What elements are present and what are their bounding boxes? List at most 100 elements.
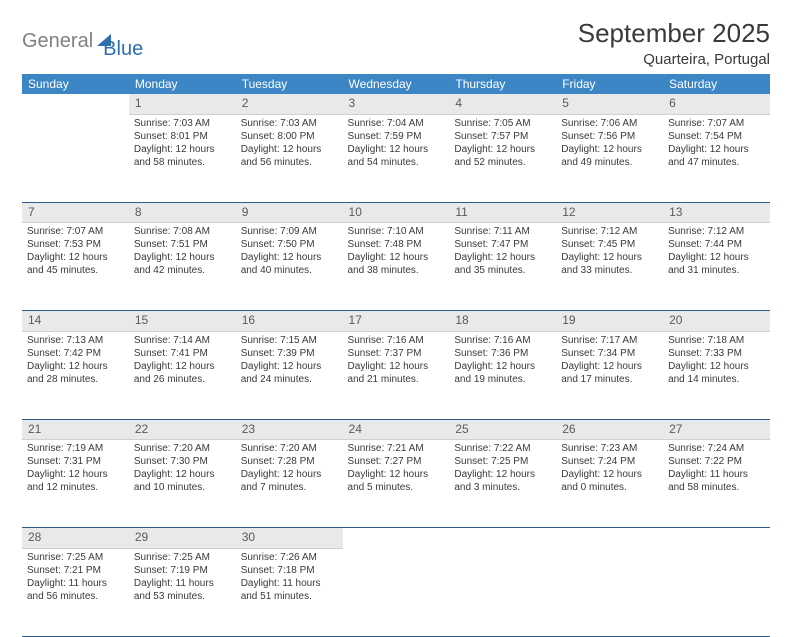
sunrise-text: Sunrise: 7:07 AM bbox=[668, 117, 765, 130]
sunrise-text: Sunrise: 7:20 AM bbox=[134, 442, 231, 455]
sunset-text: Sunset: 7:30 PM bbox=[134, 455, 231, 468]
day-cell: Sunrise: 7:20 AMSunset: 7:28 PMDaylight:… bbox=[236, 440, 343, 528]
day-number: 16 bbox=[236, 311, 343, 331]
daylight-text: Daylight: 12 hours and 35 minutes. bbox=[454, 251, 551, 277]
weekday-header: Sunday bbox=[22, 74, 129, 94]
day-cell: Sunrise: 7:10 AMSunset: 7:48 PMDaylight:… bbox=[343, 223, 450, 311]
sunrise-text: Sunrise: 7:21 AM bbox=[348, 442, 445, 455]
daylight-text: Daylight: 11 hours and 58 minutes. bbox=[668, 468, 765, 494]
sunset-text: Sunset: 7:21 PM bbox=[27, 564, 124, 577]
day-cell: Sunrise: 7:20 AMSunset: 7:30 PMDaylight:… bbox=[129, 440, 236, 528]
sunset-text: Sunset: 7:27 PM bbox=[348, 455, 445, 468]
sunrise-text: Sunrise: 7:05 AM bbox=[454, 117, 551, 130]
day-cell: Sunrise: 7:12 AMSunset: 7:45 PMDaylight:… bbox=[556, 223, 663, 311]
sunset-text: Sunset: 7:36 PM bbox=[454, 347, 551, 360]
sunrise-text: Sunrise: 7:19 AM bbox=[27, 442, 124, 455]
day-number: 19 bbox=[556, 311, 663, 331]
logo-text-gray: General bbox=[22, 30, 93, 53]
daylight-text: Daylight: 11 hours and 56 minutes. bbox=[27, 577, 124, 603]
sunset-text: Sunset: 7:19 PM bbox=[134, 564, 231, 577]
day-cell: Sunrise: 7:04 AMSunset: 7:59 PMDaylight:… bbox=[343, 114, 450, 202]
day-number: 6 bbox=[663, 94, 770, 114]
daylight-text: Daylight: 12 hours and 10 minutes. bbox=[134, 468, 231, 494]
sunrise-text: Sunrise: 7:12 AM bbox=[561, 225, 658, 238]
day-number: 25 bbox=[449, 420, 556, 440]
day-cell bbox=[22, 114, 129, 202]
sunrise-text: Sunrise: 7:25 AM bbox=[134, 551, 231, 564]
sunset-text: Sunset: 7:59 PM bbox=[348, 130, 445, 143]
daylight-text: Daylight: 12 hours and 49 minutes. bbox=[561, 143, 658, 169]
day-number: 1 bbox=[129, 94, 236, 114]
day-number: 11 bbox=[449, 203, 556, 223]
weekday-header: Friday bbox=[556, 74, 663, 94]
daylight-text: Daylight: 12 hours and 7 minutes. bbox=[241, 468, 338, 494]
weekday-header: Tuesday bbox=[236, 74, 343, 94]
header: General Blue September 2025 Quarteira, P… bbox=[22, 18, 770, 68]
sunset-text: Sunset: 7:53 PM bbox=[27, 238, 124, 251]
daylight-text: Daylight: 12 hours and 56 minutes. bbox=[241, 143, 338, 169]
day-number: 30 bbox=[236, 528, 343, 548]
day-number bbox=[343, 528, 450, 548]
day-content-row: Sunrise: 7:25 AMSunset: 7:21 PMDaylight:… bbox=[22, 548, 770, 636]
day-number: 10 bbox=[343, 203, 450, 223]
sunset-text: Sunset: 7:48 PM bbox=[348, 238, 445, 251]
day-cell: Sunrise: 7:16 AMSunset: 7:36 PMDaylight:… bbox=[449, 331, 556, 419]
sunset-text: Sunset: 7:22 PM bbox=[668, 455, 765, 468]
day-number: 4 bbox=[449, 94, 556, 114]
day-cell: Sunrise: 7:15 AMSunset: 7:39 PMDaylight:… bbox=[236, 331, 343, 419]
day-cell: Sunrise: 7:03 AMSunset: 8:00 PMDaylight:… bbox=[236, 114, 343, 202]
sunrise-text: Sunrise: 7:20 AM bbox=[241, 442, 338, 455]
day-number bbox=[556, 528, 663, 548]
logo-text-blue: Blue bbox=[103, 38, 143, 61]
day-cell: Sunrise: 7:17 AMSunset: 7:34 PMDaylight:… bbox=[556, 331, 663, 419]
day-cell bbox=[663, 548, 770, 636]
daylight-text: Daylight: 12 hours and 47 minutes. bbox=[668, 143, 765, 169]
day-number: 8 bbox=[129, 203, 236, 223]
day-number: 15 bbox=[129, 311, 236, 331]
day-number: 13 bbox=[663, 203, 770, 223]
day-number: 12 bbox=[556, 203, 663, 223]
sunset-text: Sunset: 7:24 PM bbox=[561, 455, 658, 468]
sunset-text: Sunset: 7:54 PM bbox=[668, 130, 765, 143]
sunset-text: Sunset: 7:51 PM bbox=[134, 238, 231, 251]
day-content-row: Sunrise: 7:19 AMSunset: 7:31 PMDaylight:… bbox=[22, 440, 770, 528]
day-content-row: Sunrise: 7:13 AMSunset: 7:42 PMDaylight:… bbox=[22, 331, 770, 419]
day-cell: Sunrise: 7:03 AMSunset: 8:01 PMDaylight:… bbox=[129, 114, 236, 202]
day-cell: Sunrise: 7:21 AMSunset: 7:27 PMDaylight:… bbox=[343, 440, 450, 528]
daylight-text: Daylight: 12 hours and 5 minutes. bbox=[348, 468, 445, 494]
sunrise-text: Sunrise: 7:07 AM bbox=[27, 225, 124, 238]
daylight-text: Daylight: 12 hours and 42 minutes. bbox=[134, 251, 231, 277]
day-number: 21 bbox=[22, 420, 129, 440]
sunrise-text: Sunrise: 7:23 AM bbox=[561, 442, 658, 455]
day-cell: Sunrise: 7:22 AMSunset: 7:25 PMDaylight:… bbox=[449, 440, 556, 528]
day-number: 22 bbox=[129, 420, 236, 440]
sunset-text: Sunset: 7:45 PM bbox=[561, 238, 658, 251]
day-number: 9 bbox=[236, 203, 343, 223]
sunrise-text: Sunrise: 7:24 AM bbox=[668, 442, 765, 455]
sunrise-text: Sunrise: 7:22 AM bbox=[454, 442, 551, 455]
day-number-row: 282930 bbox=[22, 528, 770, 548]
daylight-text: Daylight: 12 hours and 58 minutes. bbox=[134, 143, 231, 169]
day-number: 23 bbox=[236, 420, 343, 440]
day-cell: Sunrise: 7:07 AMSunset: 7:53 PMDaylight:… bbox=[22, 223, 129, 311]
sunrise-text: Sunrise: 7:25 AM bbox=[27, 551, 124, 564]
day-cell: Sunrise: 7:16 AMSunset: 7:37 PMDaylight:… bbox=[343, 331, 450, 419]
weekday-header: Monday bbox=[129, 74, 236, 94]
daylight-text: Daylight: 12 hours and 3 minutes. bbox=[454, 468, 551, 494]
day-cell: Sunrise: 7:18 AMSunset: 7:33 PMDaylight:… bbox=[663, 331, 770, 419]
sunrise-text: Sunrise: 7:04 AM bbox=[348, 117, 445, 130]
weekday-header: Saturday bbox=[663, 74, 770, 94]
day-cell bbox=[556, 548, 663, 636]
sunrise-text: Sunrise: 7:06 AM bbox=[561, 117, 658, 130]
day-cell: Sunrise: 7:12 AMSunset: 7:44 PMDaylight:… bbox=[663, 223, 770, 311]
day-cell: Sunrise: 7:23 AMSunset: 7:24 PMDaylight:… bbox=[556, 440, 663, 528]
sunrise-text: Sunrise: 7:15 AM bbox=[241, 334, 338, 347]
sunrise-text: Sunrise: 7:12 AM bbox=[668, 225, 765, 238]
sunrise-text: Sunrise: 7:18 AM bbox=[668, 334, 765, 347]
sunrise-text: Sunrise: 7:16 AM bbox=[348, 334, 445, 347]
day-number: 27 bbox=[663, 420, 770, 440]
sunrise-text: Sunrise: 7:26 AM bbox=[241, 551, 338, 564]
sunset-text: Sunset: 8:01 PM bbox=[134, 130, 231, 143]
sunset-text: Sunset: 7:42 PM bbox=[27, 347, 124, 360]
sunset-text: Sunset: 7:47 PM bbox=[454, 238, 551, 251]
